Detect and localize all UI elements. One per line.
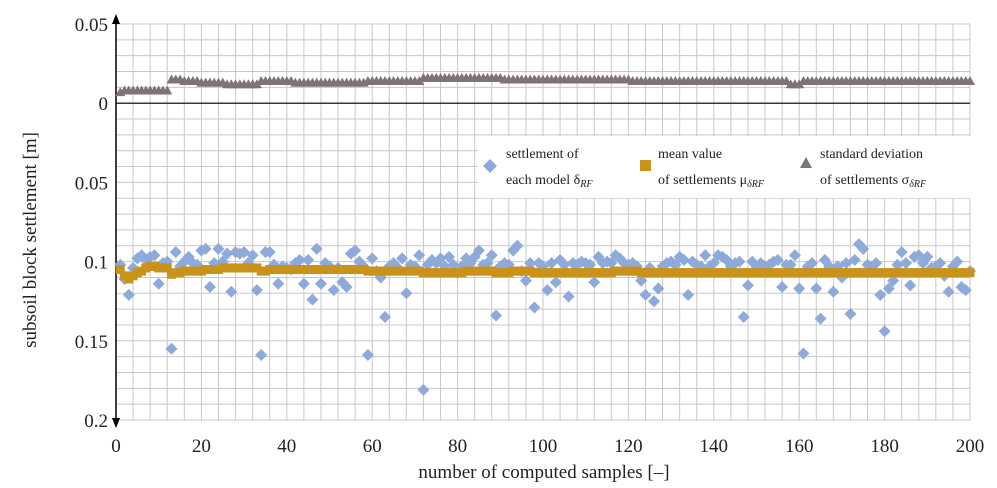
settlement-point [306, 294, 318, 306]
settlement-point [776, 281, 788, 293]
legend-box [478, 136, 971, 198]
y-axis-arrow-up [112, 14, 120, 24]
settlement-point [153, 278, 165, 290]
x-tick-label: 140 [700, 436, 729, 457]
settlement-point [699, 249, 711, 261]
settlement-point [810, 283, 822, 295]
settlement-point [528, 302, 540, 314]
y-tick-label: 0.05 [75, 173, 108, 194]
x-tick-label: 120 [614, 436, 643, 457]
settlement-point [879, 325, 891, 337]
y-tick-label: 0.1 [84, 253, 108, 274]
x-tick-label: 100 [529, 436, 558, 457]
x-tick-label: 0 [111, 436, 121, 457]
legend-mean-line1: mean value [658, 147, 722, 162]
settlement-point [639, 289, 651, 301]
x-tick-label: 160 [785, 436, 814, 457]
x-tick-label: 80 [448, 436, 467, 457]
settlement-point [844, 308, 856, 320]
x-tick-label: 200 [956, 436, 985, 457]
settlement-point [400, 287, 412, 299]
settlement-point [896, 246, 908, 258]
mean-point [966, 268, 975, 277]
settlement-point [255, 349, 267, 361]
data-series [114, 73, 976, 396]
settlement-point [588, 276, 600, 288]
y-tick-label: 0 [99, 94, 109, 115]
x-tick-label: 40 [277, 436, 296, 457]
settlement-point [648, 295, 660, 307]
settlement-point [827, 286, 839, 298]
settlement-point [170, 246, 182, 258]
legend-square-marker [640, 160, 651, 171]
axes [112, 14, 970, 428]
settlement-point [272, 278, 284, 290]
x-axis-title: number of computed samples [–] [418, 462, 669, 483]
settlement-point [563, 290, 575, 302]
settlement-point [793, 283, 805, 295]
legend-settlement-line1: settlement of [506, 147, 579, 162]
y-tick-label: 0.05 [75, 15, 108, 36]
y-axis-title: subsoil block settlement [m] [20, 132, 41, 348]
x-tick-label: 60 [363, 436, 382, 457]
legend: settlement of each model δRF mean value … [478, 136, 971, 198]
settlement-point [315, 278, 327, 290]
settlement-point [298, 278, 310, 290]
settlement-point [904, 279, 916, 291]
y-tick-label: 0.15 [75, 332, 108, 353]
y-tick-label: 0.2 [84, 411, 108, 432]
x-tick-label: 20 [192, 436, 211, 457]
y-axis-arrow-down [112, 418, 120, 428]
legend-std-line1: standard deviation [820, 147, 923, 162]
settlement-point [204, 281, 216, 293]
settlement-point [742, 279, 754, 291]
settlement-point [417, 384, 429, 396]
settlement-point [682, 289, 694, 301]
x-tick-label: 180 [870, 436, 899, 457]
settlement-point [366, 252, 378, 264]
